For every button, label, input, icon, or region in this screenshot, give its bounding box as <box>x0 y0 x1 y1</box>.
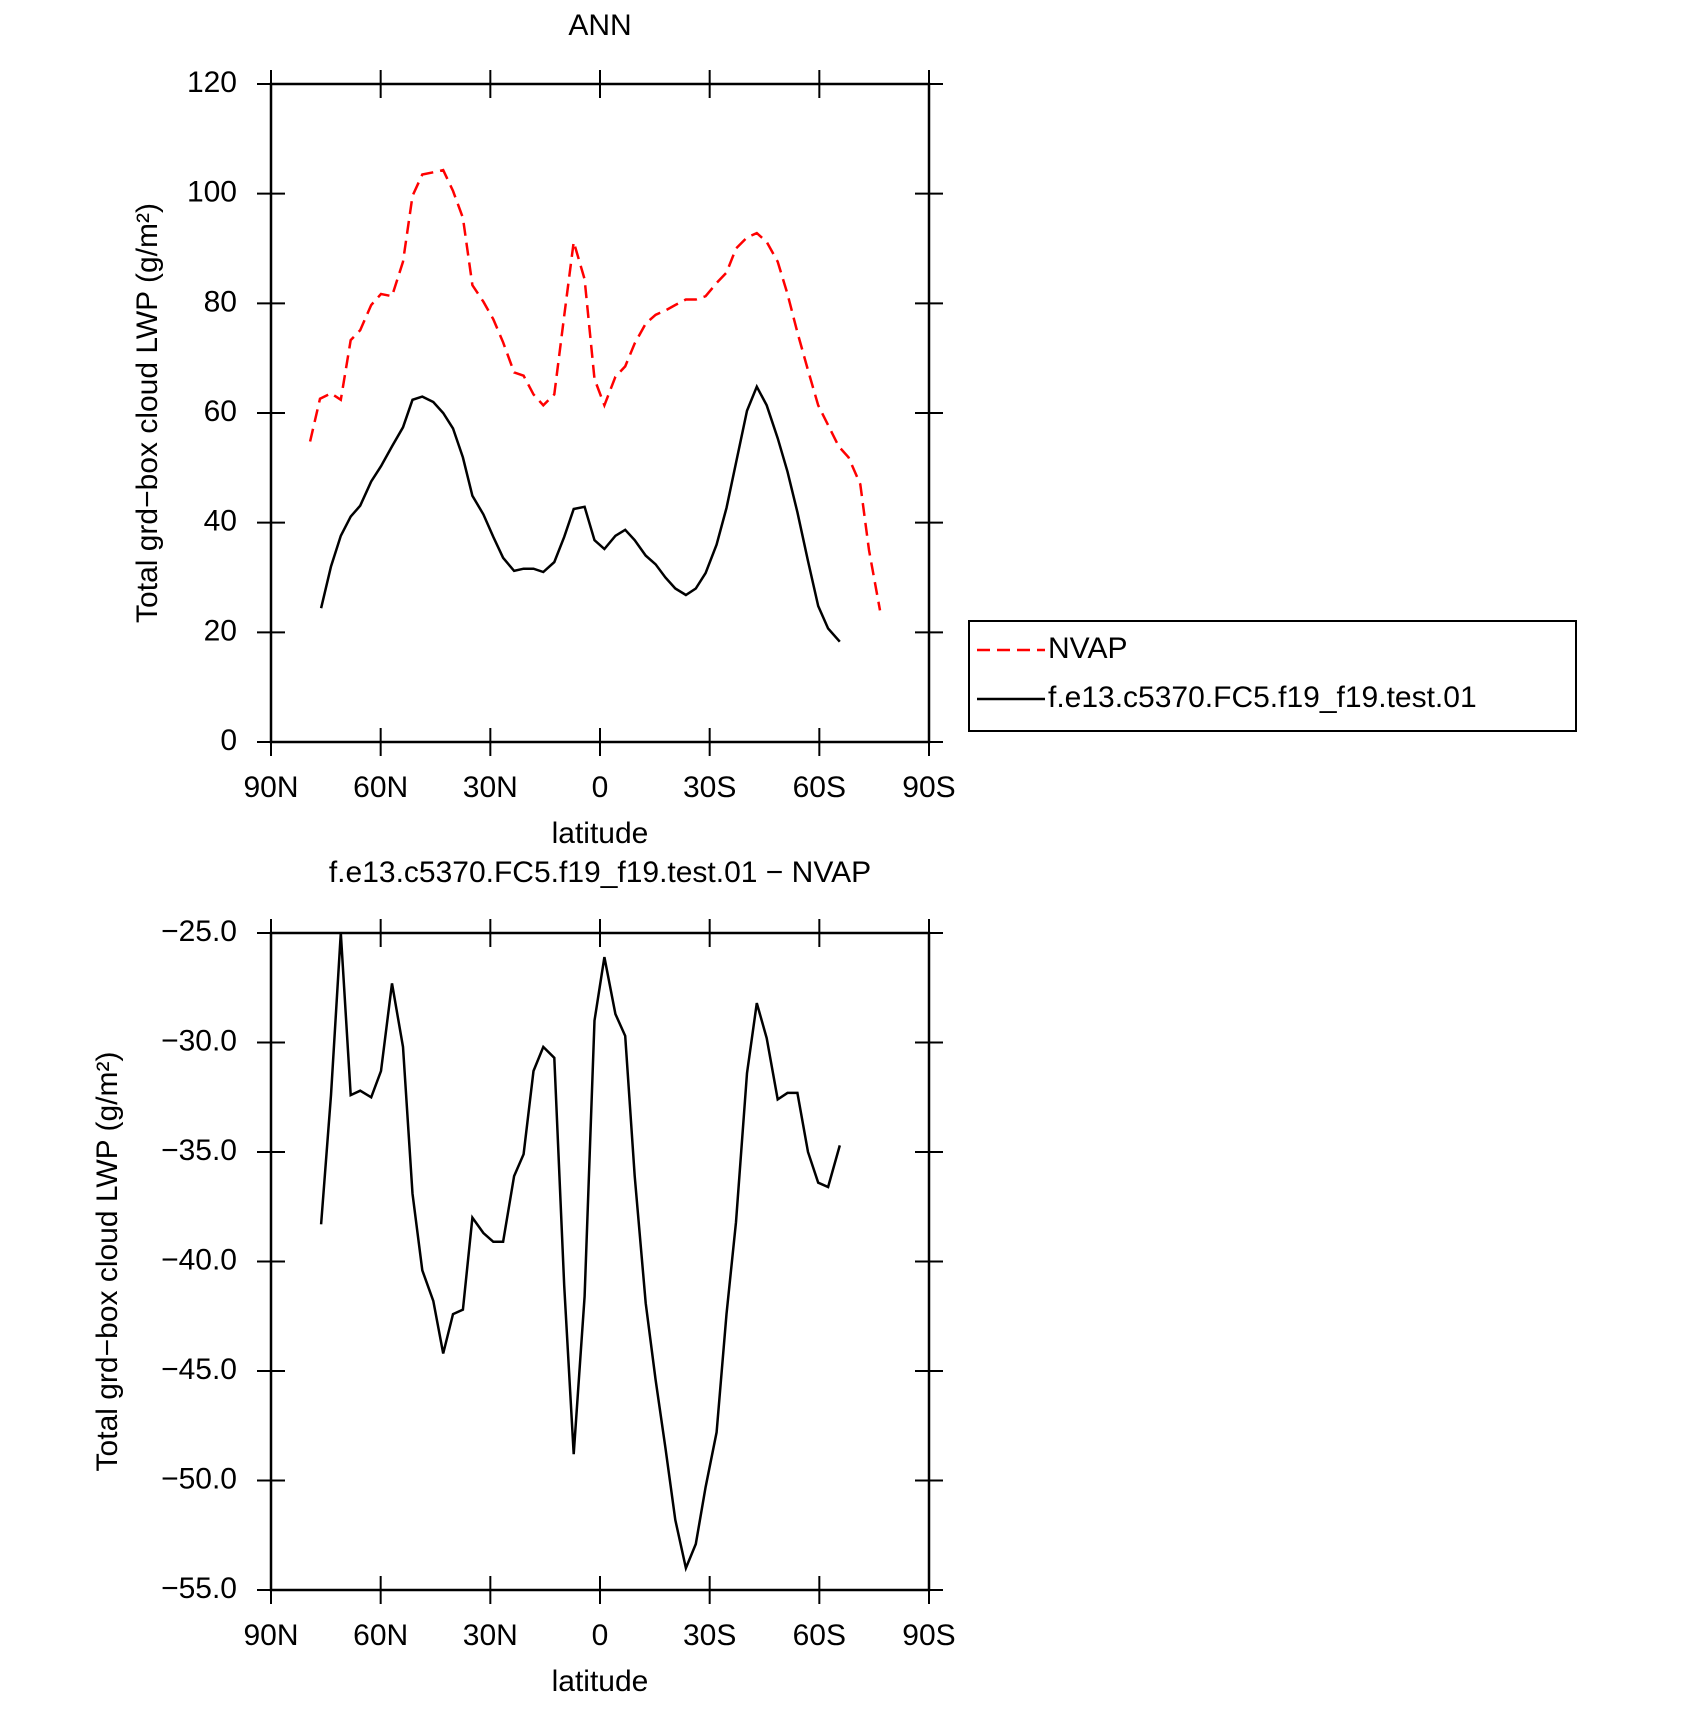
x-tick-label: 0 <box>592 1619 609 1652</box>
x-tick-label: 30S <box>683 1619 736 1652</box>
y-tick-label: −50.0 <box>161 1462 237 1495</box>
y-tick-label: −55.0 <box>161 1572 237 1605</box>
y-tick-label: 80 <box>204 285 237 318</box>
x-tick-label: 60S <box>793 771 846 804</box>
x-tick-label: 90N <box>243 1619 298 1652</box>
plot-frame <box>269 82 931 744</box>
x-tick-label: 90S <box>902 771 955 804</box>
x-tick-label: 60N <box>353 1619 408 1652</box>
data-line <box>308 168 882 611</box>
legend-label: NVAP <box>1048 632 1127 665</box>
y-tick-label: 40 <box>204 505 237 538</box>
legend-box <box>968 620 1577 732</box>
y-tick-label: 100 <box>187 176 237 209</box>
y-tick-label: −30.0 <box>161 1024 237 1057</box>
y-axis-label: Total grd−box cloud LWP (g/m²) <box>91 1052 124 1472</box>
x-tick-label: 30N <box>463 1619 518 1652</box>
y-tick-label: 120 <box>187 66 237 99</box>
panel: ANN latitude Total grd−box cloud LWP (g/m²… <box>131 9 1577 850</box>
y-tick-label: 60 <box>204 395 237 428</box>
chart-title: ANN <box>568 9 631 42</box>
data-line <box>319 383 841 643</box>
y-tick-label: −45.0 <box>161 1353 237 1386</box>
x-axis-label: latitude <box>552 1665 649 1698</box>
chart-title: f.e13.c5370.FC5.f19_f19.test.01 − NVAP <box>329 856 871 889</box>
y-tick-label: 20 <box>204 614 237 647</box>
x-axis-label: latitude <box>552 817 649 850</box>
x-tick-label: 60S <box>793 1619 846 1652</box>
y-axis-label: Total grd−box cloud LWP (g/m²) <box>131 203 164 623</box>
y-tick-label: −40.0 <box>161 1243 237 1276</box>
x-tick-label: 30S <box>683 771 736 804</box>
y-tick-label: −25.0 <box>161 915 237 948</box>
x-tick-label: 90N <box>243 771 298 804</box>
legend-label: f.e13.c5370.FC5.f19_f19.test.01 <box>1048 681 1477 714</box>
y-tick-label: 0 <box>220 724 237 757</box>
x-tick-label: 30N <box>463 771 518 804</box>
plot-frame <box>269 931 931 1592</box>
panel: f.e13.c5370.FC5.f19_f19.test.01 − NVAP la… <box>91 856 956 1698</box>
x-tick-label: 90S <box>902 1619 955 1652</box>
y-tick-label: −35.0 <box>161 1134 237 1167</box>
data-line <box>319 932 842 1573</box>
x-tick-label: 0 <box>592 771 609 804</box>
x-tick-label: 60N <box>353 771 408 804</box>
